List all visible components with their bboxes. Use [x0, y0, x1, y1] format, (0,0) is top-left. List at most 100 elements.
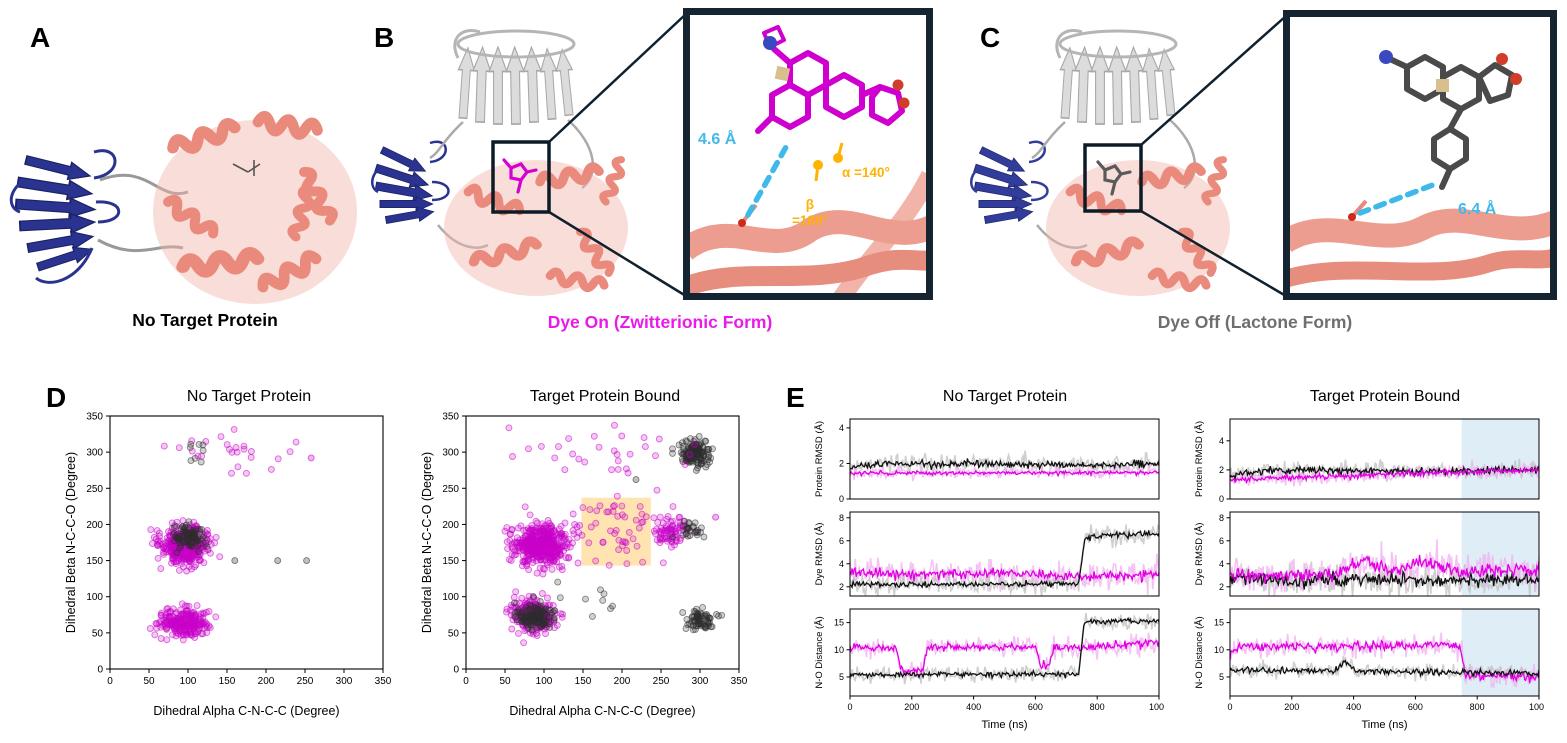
- svg-text:150: 150: [575, 676, 592, 687]
- svg-text:Dye RMSD (Å): Dye RMSD (Å): [1194, 523, 1205, 586]
- panel-d-label: D: [46, 382, 67, 413]
- bound-ligand-sticks: [232, 160, 261, 176]
- beta-angle-label: β =180°: [792, 197, 828, 228]
- silicon-atom: [774, 65, 791, 82]
- scatter-bound-chart: 0 50 100 150 200 250 300 350 0 50 100 150 200 250 300 3…: [420, 412, 748, 719]
- svg-text:800: 800: [1470, 702, 1485, 712]
- svg-text:0: 0: [847, 702, 852, 712]
- nanobody-loops: [970, 140, 1049, 202]
- zoom-box-outline: [491, 140, 551, 214]
- panel-d: No Target Protein 0 50 100 150 200 250 300 350 0…: [62, 388, 748, 726]
- panel-e: No Target Protein 0 2 4 Protein RMSD (Å) 2 4…: [812, 388, 1544, 736]
- barrel-loop: [1055, 29, 1083, 59]
- svg-text:150: 150: [442, 556, 459, 567]
- chart-title: No Target Protein: [186, 388, 312, 405]
- svg-text:2: 2: [839, 458, 844, 468]
- svg-text:250: 250: [653, 676, 670, 687]
- svg-text:Dihedral Beta N-C-C-O (Degree): Dihedral Beta N-C-C-O (Degree): [64, 452, 78, 633]
- protein-complex-dye-off: [970, 29, 1257, 296]
- protein-rmsd-no-target-chart: 0 2 4 Protein RMSD (Å): [814, 418, 1160, 504]
- helix-ribbons: [677, 170, 941, 305]
- svg-text:0: 0: [839, 494, 844, 504]
- oxygen-atom: [1496, 53, 1508, 65]
- protein-complex-dye-on: [371, 29, 653, 296]
- distance-label: 4.6 Å: [698, 131, 737, 148]
- inset-dye-off-scene: [1278, 50, 1560, 288]
- svg-text:4: 4: [1219, 436, 1224, 446]
- svg-text:0: 0: [97, 665, 103, 676]
- barrel-loop: [453, 29, 481, 59]
- svg-text:10: 10: [834, 645, 844, 655]
- residue-oxygen: [738, 219, 746, 227]
- nanobody-loops: [371, 140, 450, 202]
- svg-text:15: 15: [1214, 618, 1224, 628]
- svg-text:8: 8: [1219, 513, 1224, 523]
- nitrogen-atom: [1379, 50, 1393, 64]
- nanobody-loops: [9, 149, 121, 284]
- dye-molecule-lactone: [1387, 54, 1515, 190]
- svg-text:N-O Distance (Å): N-O Distance (Å): [814, 616, 825, 688]
- nanobody-beta-sheet: [971, 142, 1035, 228]
- svg-text:1000: 1000: [1529, 702, 1544, 712]
- svg-text:200: 200: [614, 676, 631, 687]
- svg-text:100: 100: [536, 676, 553, 687]
- svg-text:Dihedral Beta N-C-C-O (Degree): Dihedral Beta N-C-C-O (Degree): [420, 452, 434, 633]
- dye-rmsd-bound-chart: 2 4 6 8 Dye RMSD (Å): [1194, 511, 1540, 597]
- svg-text:2: 2: [1219, 582, 1224, 592]
- svg-text:50: 50: [448, 628, 460, 639]
- svg-text:350: 350: [86, 412, 103, 423]
- panel-c-caption: Dye Off (Lactone Form): [1157, 312, 1353, 332]
- dye-molecule-zwitterion: [755, 25, 905, 134]
- timeseries-column-bound: Target Protein Bound 0 2 4 Protein RMSD (Å)…: [1192, 388, 1544, 736]
- inset-dye-on-scene: [677, 25, 941, 305]
- svg-text:10: 10: [1214, 645, 1224, 655]
- svg-text:150: 150: [86, 556, 103, 567]
- svg-text:5: 5: [1219, 672, 1224, 682]
- svg-text:300: 300: [692, 676, 709, 687]
- target-protein-helical-domain: [1046, 158, 1230, 296]
- oxygen-atom: [1510, 73, 1522, 85]
- svg-text:6: 6: [1219, 536, 1224, 546]
- svg-text:4: 4: [839, 559, 844, 569]
- svg-text:150: 150: [219, 676, 236, 687]
- svg-text:8: 8: [839, 513, 844, 523]
- svg-text:0: 0: [1219, 494, 1224, 504]
- svg-text:300: 300: [442, 448, 459, 459]
- scatter-no-target-figure: No Target Protein 0 50 100 150 200 250 300 350 0…: [62, 388, 392, 726]
- svg-text:4: 4: [839, 423, 844, 433]
- svg-text:250: 250: [442, 484, 459, 495]
- svg-text:400: 400: [1346, 702, 1361, 712]
- scatter-bound-figure: Target Protein Bound 0 50 100 150 200 250 300 3…: [418, 388, 748, 726]
- residue-oxygen: [1348, 213, 1356, 221]
- alpha-angle-label: α =140°: [842, 165, 890, 180]
- svg-text:300: 300: [336, 676, 353, 687]
- helix-ribbons: [1278, 208, 1560, 288]
- svg-text:Time (ns): Time (ns): [981, 719, 1027, 731]
- chart-title: No Target Protein: [942, 388, 1068, 405]
- panel-c-label: C: [980, 22, 1001, 53]
- distance-dashed-line: [745, 144, 789, 218]
- svg-text:Dye RMSD (Å): Dye RMSD (Å): [814, 523, 825, 586]
- svg-text:350: 350: [442, 412, 459, 423]
- svg-text:200: 200: [1284, 702, 1299, 712]
- dye-molecule-small-magenta: [502, 158, 538, 194]
- distance-label: 6.4 Å: [1458, 201, 1497, 218]
- svg-text:800: 800: [1090, 702, 1105, 712]
- no-distance-bound-chart: 0 200 400 600 800 1000 5 10 15 Time (ns) N-O Dista…: [1194, 608, 1544, 731]
- svg-text:Protein RMSD (Å): Protein RMSD (Å): [814, 421, 825, 497]
- svg-text:200: 200: [86, 520, 103, 531]
- panel-a-label: A: [30, 22, 51, 53]
- svg-text:2: 2: [1219, 465, 1224, 475]
- svg-text:15: 15: [834, 618, 844, 628]
- chart-title: Target Protein Bound: [1309, 388, 1461, 405]
- svg-text:600: 600: [1408, 702, 1423, 712]
- svg-text:600: 600: [1028, 702, 1043, 712]
- oxygen-atom: [898, 97, 910, 109]
- zoom-box-outline: [1083, 143, 1143, 213]
- svg-text:2: 2: [839, 582, 844, 592]
- svg-text:350: 350: [375, 676, 392, 687]
- panel-e-label: E: [786, 382, 805, 413]
- svg-text:6: 6: [839, 536, 844, 546]
- svg-text:400: 400: [966, 702, 981, 712]
